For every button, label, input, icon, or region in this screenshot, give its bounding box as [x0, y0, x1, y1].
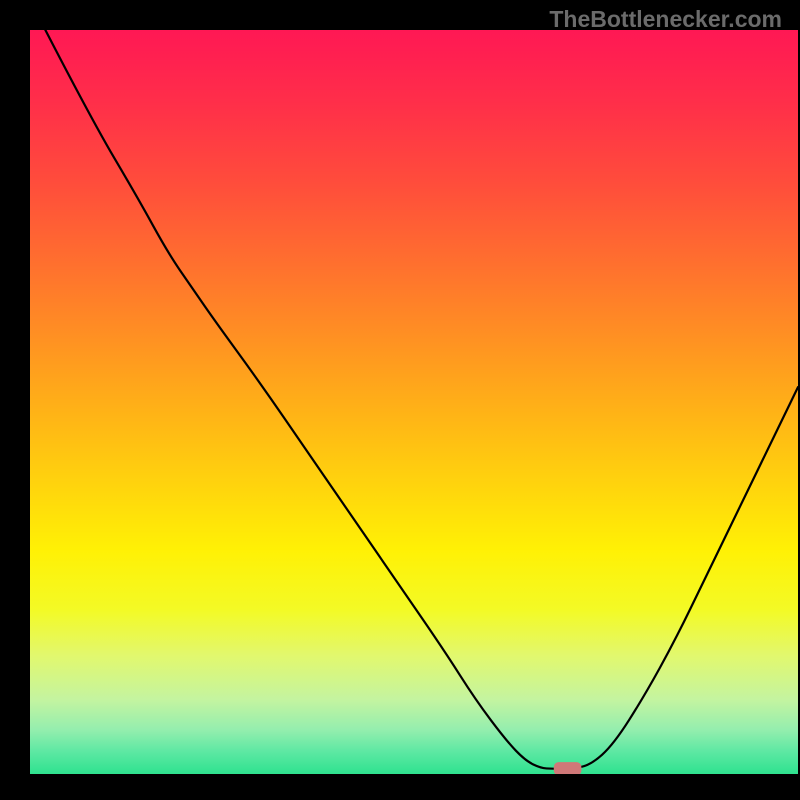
- watermark-text: TheBottlenecker.com: [549, 6, 782, 33]
- chart-container: [30, 30, 798, 774]
- optimal-marker: [554, 762, 582, 774]
- chart-background: [30, 30, 798, 774]
- chart-plot: [30, 30, 798, 774]
